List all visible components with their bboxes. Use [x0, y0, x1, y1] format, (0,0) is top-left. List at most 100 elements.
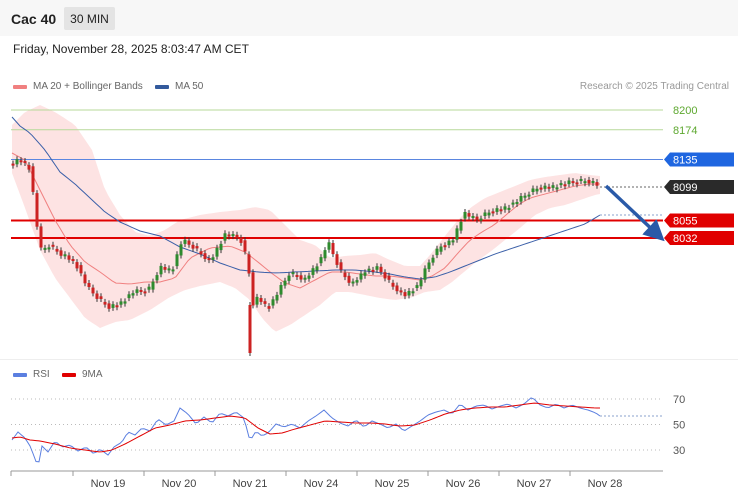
candle-body — [579, 179, 583, 181]
candle-body — [43, 247, 47, 250]
candle-body — [363, 272, 367, 276]
chart-datetime: Friday, November 28, 2025 8:03:47 AM CET — [13, 42, 249, 56]
candle-body — [499, 209, 503, 212]
candle-body — [551, 185, 555, 188]
candle-body — [415, 285, 419, 288]
candle-body — [147, 286, 151, 290]
candle-body — [243, 240, 247, 252]
x-axis-label: Nov 19 — [91, 478, 126, 490]
ma20-swatch — [13, 84, 27, 89]
candle-body — [407, 291, 411, 296]
candle-body — [71, 259, 75, 261]
candle-body — [275, 294, 279, 301]
candle-body — [191, 244, 195, 249]
candle-body — [171, 269, 175, 272]
timeframe-button[interactable]: 30 MIN — [64, 7, 115, 30]
candle-body — [395, 285, 399, 292]
x-axis-label: Nov 27 — [517, 478, 552, 490]
candle-body — [187, 240, 191, 245]
candle-body — [467, 213, 471, 217]
candle-body — [23, 161, 27, 163]
candle-body — [139, 290, 143, 292]
candle-body — [299, 275, 303, 280]
candle-body — [439, 246, 443, 252]
candle-body — [79, 265, 83, 274]
candle-body — [403, 292, 407, 297]
candle-body — [231, 234, 235, 237]
level-label-8200: 8200 — [673, 105, 697, 117]
candle-body — [367, 268, 371, 271]
candle-body — [519, 196, 523, 202]
candle-body — [111, 304, 115, 308]
candle-body — [451, 240, 455, 243]
candle-body — [379, 266, 383, 273]
candle-body — [571, 181, 575, 184]
ma50-label: MA 50 — [175, 81, 204, 92]
candle-body — [215, 247, 219, 257]
instrument-name: Cac 40 — [11, 11, 57, 27]
candle-body — [583, 181, 587, 184]
candle-body — [495, 208, 499, 212]
candle-body — [591, 181, 595, 183]
candle-body — [95, 293, 99, 299]
candle-body — [535, 188, 539, 192]
candle-body — [391, 282, 395, 287]
candle-body — [335, 254, 339, 265]
candle-body — [455, 228, 459, 240]
candle-body — [151, 281, 155, 290]
legend-ma20: MA 20 + Bollinger Bands — [13, 81, 143, 92]
rsi-line — [11, 397, 601, 463]
rsi-label: RSI — [33, 369, 50, 380]
candle-body — [103, 301, 107, 305]
copyright-text: Research © 2025 Trading Central — [579, 81, 729, 92]
candle-body — [351, 281, 355, 284]
x-axis-label: Nov 20 — [162, 478, 197, 490]
candle-body — [427, 262, 431, 270]
candle-body — [315, 266, 319, 271]
candle-body — [563, 184, 567, 187]
candle-body — [135, 289, 139, 293]
ma50-swatch — [155, 84, 169, 89]
candle-body — [255, 296, 259, 305]
candle-body — [227, 234, 231, 237]
rsi-tick-30: 30 — [673, 445, 685, 457]
candle-body — [11, 163, 15, 166]
candle-body — [47, 247, 51, 250]
candle-body — [387, 275, 391, 280]
candle-body — [107, 303, 111, 309]
candles — [11, 156, 599, 356]
candle-body — [559, 183, 563, 186]
candle-body — [503, 206, 507, 210]
candle-body — [207, 258, 211, 261]
candle-body — [167, 268, 171, 271]
candle-body — [131, 293, 135, 296]
candle-body — [127, 294, 131, 299]
candle-body — [355, 280, 359, 283]
candle-body — [123, 301, 127, 304]
rsi-tick-70: 70 — [673, 394, 685, 406]
candle-body — [375, 266, 379, 270]
level-tag-text-8032: 8032 — [673, 233, 697, 245]
candle-body — [91, 287, 95, 294]
level-tag-text-8055: 8055 — [673, 215, 697, 227]
candle-body — [323, 250, 327, 259]
candle-body — [159, 265, 163, 275]
candle-body — [371, 269, 375, 272]
candle-body — [223, 233, 227, 241]
candle-body — [359, 273, 363, 280]
candle-body — [343, 272, 347, 278]
candle-body — [543, 185, 547, 189]
candle-body — [259, 298, 263, 302]
candle-body — [291, 272, 295, 275]
candle-body — [27, 165, 31, 170]
candle-body — [283, 280, 287, 286]
candle-body — [483, 212, 487, 216]
candle-body — [435, 248, 439, 256]
rsi-tick-50: 50 — [673, 420, 685, 432]
candle-body — [411, 291, 415, 294]
x-axis-label: Nov 26 — [446, 478, 481, 490]
x-axis-label: Nov 28 — [588, 478, 623, 490]
candle-body — [175, 254, 179, 267]
candle-body — [83, 274, 87, 284]
